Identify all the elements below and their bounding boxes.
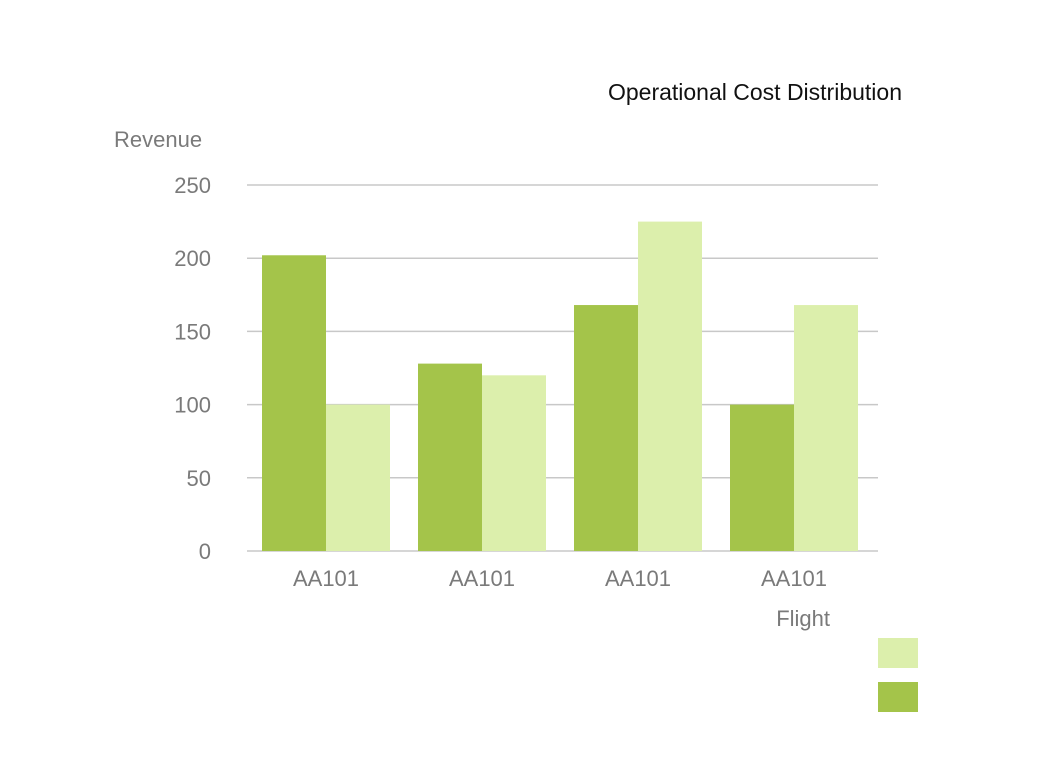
bar-series-2 bbox=[326, 404, 390, 551]
y-tick-label: 100 bbox=[174, 393, 211, 418]
bar-series-2 bbox=[794, 305, 858, 551]
y-tick-label: 50 bbox=[187, 466, 211, 491]
x-axis-title: Flight bbox=[776, 606, 830, 631]
ticks-layer: 0 50 100 150 200 250 AA101 AA101 AA101 AA101 bbox=[174, 173, 827, 591]
y-tick-label: 250 bbox=[174, 173, 211, 198]
bar-series-1 bbox=[574, 305, 638, 551]
bar-series-1 bbox=[730, 404, 794, 551]
chart-title: Operational Cost Distribution bbox=[608, 79, 902, 105]
legend-swatch bbox=[878, 638, 918, 668]
x-tick-label: AA101 bbox=[293, 566, 359, 591]
bars-layer bbox=[262, 221, 858, 551]
x-tick-label: AA101 bbox=[761, 566, 827, 591]
x-tick-label: AA101 bbox=[605, 566, 671, 591]
legend-swatch bbox=[878, 682, 918, 712]
y-tick-label: 0 bbox=[199, 539, 211, 564]
bar-series-2 bbox=[482, 375, 546, 551]
legend bbox=[878, 638, 918, 712]
bar-series-1 bbox=[262, 255, 326, 551]
bar-series-1 bbox=[418, 363, 482, 551]
y-tick-label: 150 bbox=[174, 319, 211, 344]
y-tick-label: 200 bbox=[174, 246, 211, 271]
x-tick-label: AA101 bbox=[449, 566, 515, 591]
bar-series-2 bbox=[638, 221, 702, 551]
y-axis-title: Revenue bbox=[114, 127, 202, 152]
